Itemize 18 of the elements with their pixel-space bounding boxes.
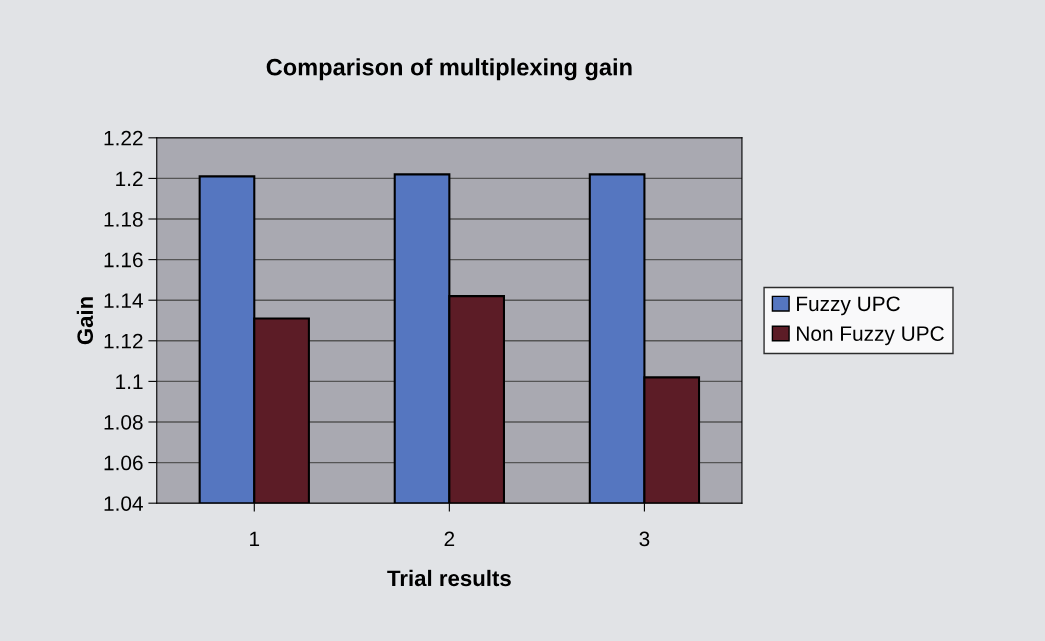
y-tick-label: 1.08	[104, 414, 143, 430]
x-tick-label: 3	[639, 531, 650, 547]
chart-title: Comparison of multiplexing gain	[266, 58, 632, 81]
y-tick-label: 1.1	[116, 374, 143, 389]
legend-label: Non Fuzzy UPC	[797, 326, 944, 346]
y-axis-title: Gain	[76, 297, 94, 345]
x-tick-label: 2	[444, 531, 455, 547]
y-tick-label: 1.16	[104, 252, 143, 268]
y-tick-label: 1.2	[116, 171, 143, 186]
x-axis-title: Trial results	[387, 569, 511, 587]
y-tick-label: 1.12	[104, 333, 143, 349]
y-tick-label: 1.18	[104, 212, 143, 227]
legend-label: Fuzzy UPC	[797, 296, 900, 316]
y-tick-label: 1.04	[104, 496, 143, 511]
x-tick-label: 1	[250, 531, 260, 547]
y-tick-label: 1.14	[104, 293, 143, 308]
y-tick-label: 1.06	[104, 455, 143, 471]
y-tick-label: 1.22	[104, 130, 143, 146]
